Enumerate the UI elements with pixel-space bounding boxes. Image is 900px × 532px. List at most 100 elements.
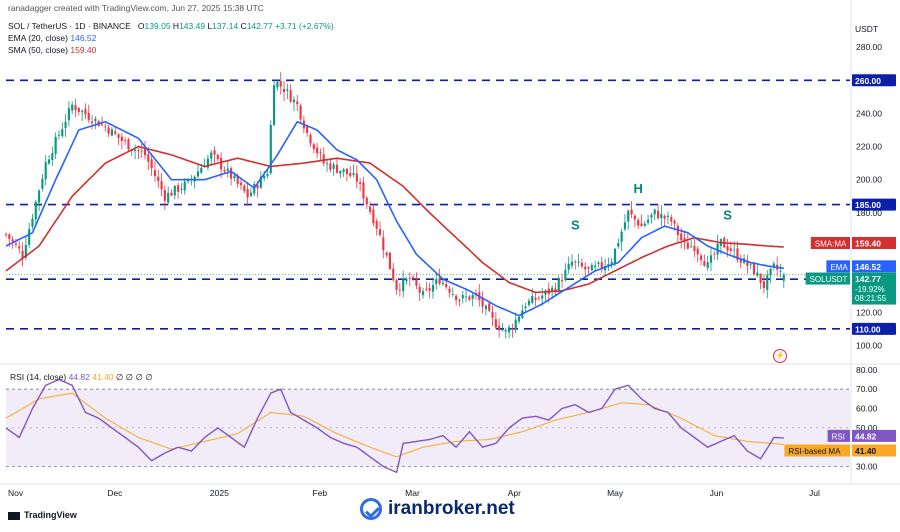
candle[interactable] [67,108,70,121]
candle[interactable] [464,296,468,298]
candle[interactable] [226,168,229,171]
candle[interactable] [170,192,173,196]
candle[interactable] [289,90,292,102]
candle[interactable] [200,167,203,173]
candle[interactable] [94,118,97,122]
candle[interactable] [587,267,590,269]
candle[interactable] [699,255,703,261]
candle[interactable] [441,282,444,284]
candle[interactable] [537,297,540,299]
candle[interactable] [306,126,309,134]
candle[interactable] [534,297,537,300]
candle[interactable] [640,223,643,226]
candle[interactable] [64,121,67,128]
candle[interactable] [8,234,11,239]
candle[interactable] [266,173,269,176]
candle[interactable] [759,274,762,283]
candle[interactable] [378,229,382,236]
candle[interactable] [594,265,597,268]
candle[interactable] [620,231,623,242]
candle[interactable] [256,184,259,189]
candle[interactable] [365,197,368,205]
candle[interactable] [279,81,282,87]
candle[interactable] [504,329,507,332]
candle[interactable] [782,274,785,281]
candle[interactable] [359,182,362,184]
candle[interactable] [249,192,253,196]
candle[interactable] [481,298,484,307]
candle[interactable] [690,246,693,248]
candle[interactable] [421,291,425,296]
candle[interactable] [54,136,57,155]
candle[interactable] [577,261,580,263]
candle[interactable] [31,218,34,227]
candle[interactable] [355,173,358,182]
ema-line[interactable] [5,120,784,317]
candle[interactable] [213,150,216,155]
candle[interactable] [124,140,127,142]
candle[interactable] [623,222,627,230]
candle[interactable] [316,147,319,154]
candle[interactable] [455,295,458,300]
candle[interactable] [660,213,663,219]
flash-alert-icon[interactable]: ⚡ [773,349,787,363]
candle[interactable] [51,153,54,160]
candle[interactable] [527,300,531,305]
candle[interactable] [345,168,348,175]
candle[interactable] [150,159,153,169]
candle[interactable] [729,248,732,251]
candle[interactable] [514,319,517,330]
candle[interactable] [706,262,709,269]
candle[interactable] [580,262,583,267]
candle[interactable] [402,278,405,292]
candle[interactable] [259,176,262,188]
candle[interactable] [567,263,570,270]
candle[interactable] [736,248,739,261]
candle[interactable] [517,316,521,322]
candle[interactable] [14,243,18,245]
candle[interactable] [220,157,223,170]
candle[interactable] [329,163,332,170]
candle[interactable] [372,209,375,224]
candle[interactable] [762,281,766,289]
candle[interactable] [339,171,342,174]
candle[interactable] [375,221,378,229]
candle[interactable] [299,105,302,120]
candle[interactable] [703,261,706,266]
candle[interactable] [398,289,401,291]
candle[interactable] [693,246,696,251]
candle[interactable] [216,155,219,160]
candle[interactable] [531,295,534,303]
candle[interactable] [451,293,454,295]
candle[interactable] [41,178,44,189]
candle[interactable] [637,220,640,226]
candle[interactable] [312,144,315,150]
candle[interactable] [147,154,150,162]
candle[interactable] [342,169,345,172]
candle[interactable] [90,121,94,124]
candle[interactable] [448,288,451,293]
candle[interactable] [4,234,8,235]
candle[interactable] [229,168,233,179]
candle[interactable] [81,110,84,113]
candle[interactable] [438,277,441,284]
ema-legend[interactable]: EMA (20, close) 146.52 [8,33,96,43]
candle[interactable] [369,206,372,212]
symbol-name[interactable]: SOL / TetherUS · 1D · BINANCE [8,21,131,31]
candle[interactable] [749,263,752,265]
candle[interactable] [474,293,478,294]
candle[interactable] [143,148,147,156]
candle[interactable] [388,252,392,270]
candle[interactable] [590,264,593,271]
candle[interactable] [544,290,547,295]
candle[interactable] [325,163,329,165]
candle[interactable] [511,328,514,330]
candle[interactable] [461,294,464,299]
candle[interactable] [236,175,239,184]
candle[interactable] [643,223,646,226]
candle[interactable] [18,246,21,249]
candle[interactable] [468,296,471,300]
candle[interactable] [554,288,557,293]
rsi-ma-line[interactable] [5,392,784,458]
candle[interactable] [491,311,494,318]
